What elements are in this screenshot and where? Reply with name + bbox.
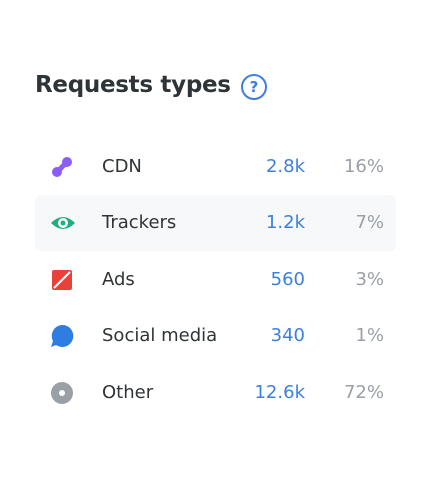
other-icon bbox=[51, 382, 73, 404]
social-icon bbox=[51, 324, 74, 347]
row-count: 2.8k bbox=[265, 156, 305, 177]
ads-icon bbox=[52, 270, 72, 290]
title: Requests types bbox=[35, 72, 231, 98]
row-label: Other bbox=[102, 382, 154, 403]
row-count: 560 bbox=[270, 269, 305, 290]
row[interactable]: Social media 340 1% bbox=[35, 308, 396, 364]
row-share: 72% bbox=[343, 382, 384, 403]
row-share: 7% bbox=[355, 212, 384, 233]
row-label: Trackers bbox=[102, 212, 177, 233]
trackers-icon bbox=[51, 217, 75, 229]
row[interactable]: Ads 560 3% bbox=[35, 252, 396, 308]
row-share: 3% bbox=[355, 269, 384, 290]
row[interactable]: Other 12.6k 72% bbox=[35, 365, 396, 421]
row-count: 1.2k bbox=[265, 212, 305, 233]
help-button[interactable]: ? bbox=[241, 74, 267, 100]
row-count: 340 bbox=[270, 325, 305, 346]
row-label: Ads bbox=[102, 269, 135, 290]
row[interactable]: CDN 2.8k 16% bbox=[35, 139, 396, 195]
row[interactable]: Trackers 1.2k 7% bbox=[35, 195, 396, 251]
row-share: 1% bbox=[355, 325, 384, 346]
row-label: CDN bbox=[102, 156, 142, 177]
row-share: 16% bbox=[343, 156, 384, 177]
row-label: Social media bbox=[102, 325, 218, 346]
cdn-icon bbox=[52, 157, 72, 177]
row-count: 12.6k bbox=[254, 382, 305, 403]
